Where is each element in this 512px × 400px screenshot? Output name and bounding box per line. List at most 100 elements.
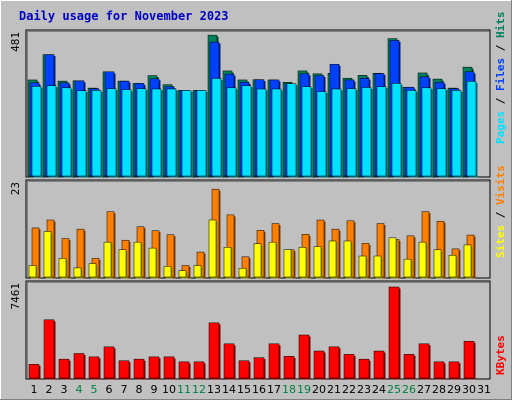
visits-sites-bar-day-22 xyxy=(343,240,352,278)
x-label-day-16: 16 xyxy=(252,383,266,396)
visits-sites-bar-day-21 xyxy=(328,240,337,278)
x-label-day-15: 15 xyxy=(237,383,251,396)
legend-sites: Sites xyxy=(494,225,507,258)
visits-sites-bar-day-29 xyxy=(448,254,457,278)
hits-pages-bar-day-27 xyxy=(421,87,432,177)
kbytes-max-label: 7461 xyxy=(9,283,22,310)
hits-pages-bar-day-1 xyxy=(31,86,42,177)
x-label-day-1: 1 xyxy=(31,383,38,396)
visits-sites-bar-day-15 xyxy=(238,268,247,278)
kbytes-kbytes-bar-day-7 xyxy=(118,360,130,379)
legend-separator: / xyxy=(494,205,507,225)
x-label-day-23: 23 xyxy=(357,383,371,396)
hits-pages-bar-day-24 xyxy=(376,86,387,177)
visits-sites-bar-day-10 xyxy=(163,266,172,278)
visits-sites-bar-day-6 xyxy=(103,241,112,278)
x-label-day-12: 12 xyxy=(192,383,206,396)
visits-sites-bar-day-13 xyxy=(208,219,217,278)
x-label-day-21: 21 xyxy=(327,383,341,396)
visits-sites-bar-day-24 xyxy=(373,255,382,278)
x-label-day-18: 18 xyxy=(282,383,296,396)
visits-sites-bar-day-8 xyxy=(133,241,142,278)
kbytes-kbytes-bar-day-26 xyxy=(403,354,415,379)
x-label-day-19: 19 xyxy=(297,383,311,396)
visits-sites-bar-day-9 xyxy=(148,247,157,278)
kbytes-kbytes-bar-day-24 xyxy=(373,350,385,379)
kbytes-kbytes-bar-day-5 xyxy=(88,356,100,379)
hits-pages-bar-day-11 xyxy=(181,90,192,177)
hits-legend: Pages / Files / Hits xyxy=(494,12,507,145)
kbytes-kbytes-bar-day-2 xyxy=(43,319,55,379)
x-label-day-25: 25 xyxy=(387,383,401,396)
legend-files: Files xyxy=(494,58,507,91)
visits-sites-bar-day-14 xyxy=(223,247,232,278)
kbytes-kbytes-bar-day-19 xyxy=(298,334,310,379)
hits-pages-bar-day-17 xyxy=(271,88,282,177)
visits-sites-bar-day-11 xyxy=(178,270,187,278)
visits-max-label: 23 xyxy=(9,182,22,195)
x-label-day-31: 31 xyxy=(477,383,491,396)
x-label-day-4: 4 xyxy=(76,383,83,396)
visits-sites-bar-day-18 xyxy=(283,249,292,278)
hits-pages-bar-day-5 xyxy=(91,90,102,177)
x-label-day-10: 10 xyxy=(162,383,176,396)
x-label-day-6: 6 xyxy=(106,383,113,396)
kbytes-kbytes-bar-day-13 xyxy=(208,322,220,379)
visits-sites-bar-day-23 xyxy=(358,255,367,278)
hits-pages-bar-day-8 xyxy=(136,88,147,177)
kbytes-kbytes-bar-day-14 xyxy=(223,343,235,379)
x-label-day-3: 3 xyxy=(61,383,68,396)
kbytes-kbytes-bar-day-3 xyxy=(58,358,70,379)
hits-pages-bar-day-28 xyxy=(436,88,447,177)
visits-sites-bar-day-17 xyxy=(268,241,277,278)
visits-sites-bar-day-2 xyxy=(43,231,52,278)
kbytes-kbytes-bar-day-6 xyxy=(103,346,115,379)
kbytes-kbytes-bar-day-28 xyxy=(433,361,445,379)
kbytes-kbytes-bar-day-16 xyxy=(253,357,265,379)
hits-pages-bar-day-30 xyxy=(466,81,477,177)
kbytes-kbytes-bar-day-10 xyxy=(163,356,175,379)
legend-kbytes: KBytes xyxy=(494,335,507,375)
kbytes-kbytes-bar-day-23 xyxy=(358,358,370,379)
x-axis-labels: 1 2 3 4 5 6 7 8 9 10 11 12 13 14 15 16 17 18 19 20 21 22 23 24 2… xyxy=(31,383,492,396)
hits-pages-bar-day-7 xyxy=(121,89,132,177)
kbytes-kbytes-bar-day-11 xyxy=(178,361,190,379)
hits-pages-bar-day-18 xyxy=(286,83,297,177)
x-label-day-8: 8 xyxy=(136,383,143,396)
hits-pages-bar-day-23 xyxy=(361,87,372,177)
legend-hits: Hits xyxy=(494,12,507,39)
legend-pages: Pages xyxy=(494,111,507,144)
legend-separator: / xyxy=(494,38,507,58)
legend-separator: / xyxy=(494,91,507,111)
hits-pages-bar-day-20 xyxy=(316,91,327,177)
x-label-day-5: 5 xyxy=(91,383,98,396)
kbytes-kbytes-bar-day-27 xyxy=(418,343,430,379)
x-label-day-26: 26 xyxy=(402,383,416,396)
hits-pages-bar-day-3 xyxy=(61,87,72,177)
hits-pages-bar-day-14 xyxy=(226,87,237,177)
hits-pages-bar-day-21 xyxy=(331,88,342,177)
hits-max-label: 481 xyxy=(9,32,22,52)
hits-pages-bar-day-12 xyxy=(196,90,207,177)
hits-pages-bar-day-22 xyxy=(346,88,357,177)
kbytes-kbytes-bar-day-15 xyxy=(238,360,250,379)
visits-sites-bar-day-19 xyxy=(298,247,307,278)
hits-pages-bar-day-6 xyxy=(106,88,117,177)
hits-pages-bar-day-9 xyxy=(151,88,162,177)
visits-sites-bar-day-20 xyxy=(313,246,322,278)
kbytes-kbytes-bar-day-9 xyxy=(148,356,160,379)
kbytes-kbytes-bar-day-29 xyxy=(448,361,460,379)
panels-group: 481 Pages / Files / Hits 23 Sites / Visits 7… xyxy=(9,12,507,380)
chart-title: Daily usage for November 2023 xyxy=(19,9,229,23)
kbytes-kbytes-bar-day-25 xyxy=(388,286,400,379)
x-label-day-11: 11 xyxy=(177,383,191,396)
visits-sites-bar-day-16 xyxy=(253,243,262,278)
kbytes-legend: KBytes xyxy=(494,335,507,375)
x-label-day-13: 13 xyxy=(207,383,221,396)
legend-visits: Visits xyxy=(494,165,507,205)
x-label-day-24: 24 xyxy=(372,383,386,396)
hits-pages-bar-day-2 xyxy=(46,85,57,177)
x-label-day-20: 20 xyxy=(312,383,326,396)
kbytes-kbytes-bar-day-1 xyxy=(28,364,40,379)
